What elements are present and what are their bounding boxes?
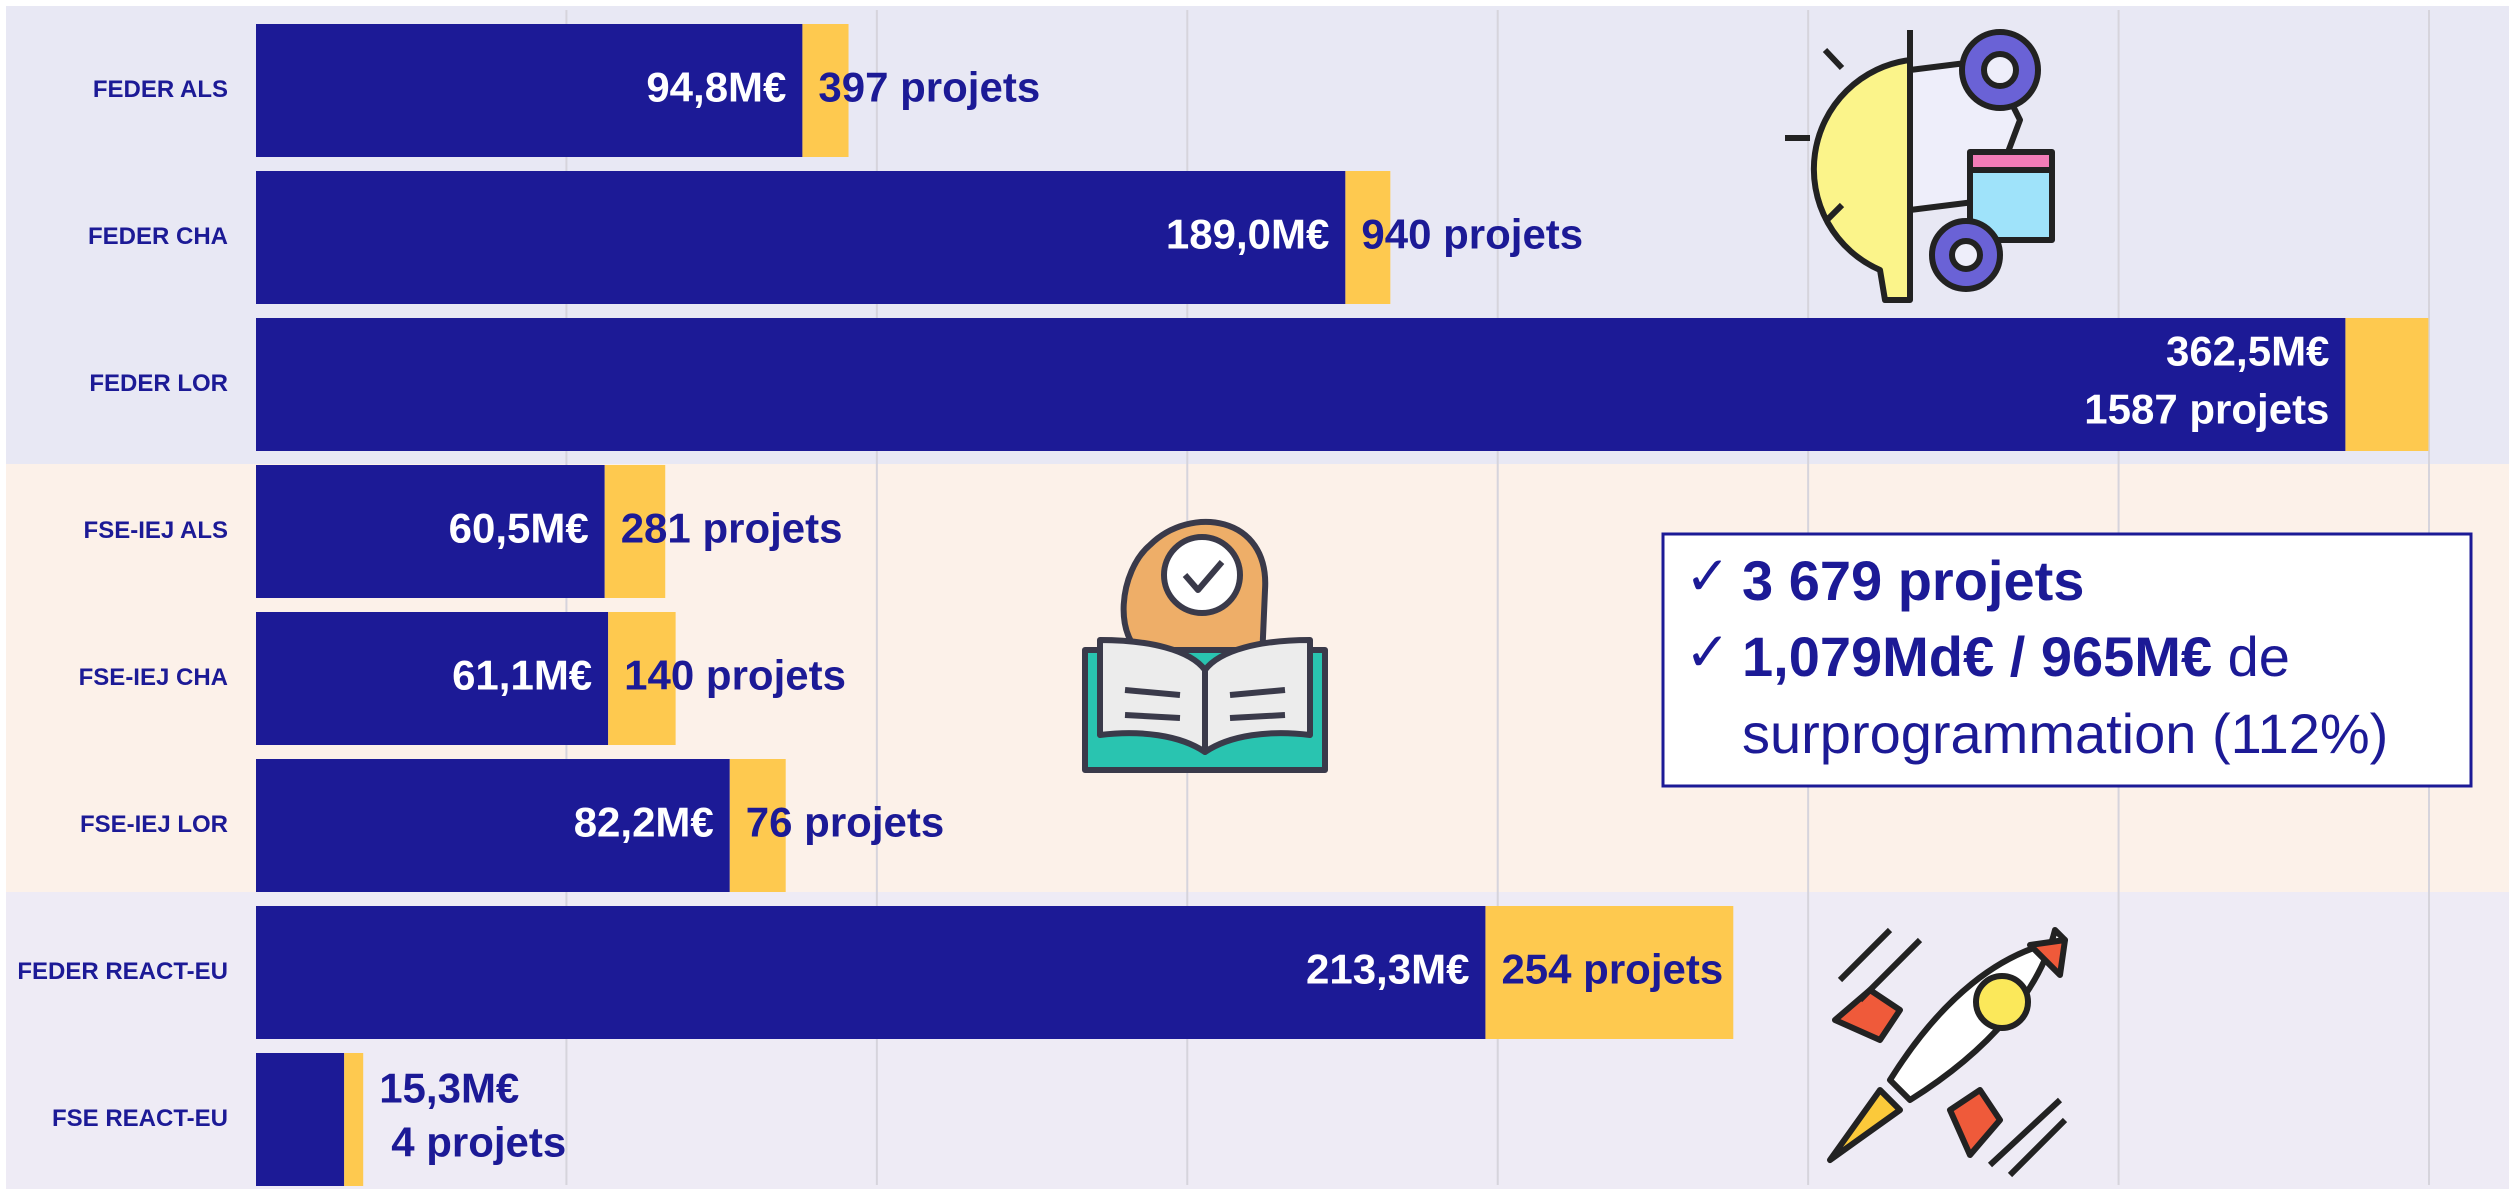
summary-normal: de <box>2212 625 2290 688</box>
check: ✓ <box>1685 546 1730 606</box>
summary-line: 3 679 projets <box>1742 549 2084 612</box>
value-label: 15,3M€ <box>379 1065 519 1112</box>
summary-line: surprogrammation (112%) <box>1742 702 2388 765</box>
bar-segment <box>2345 318 2428 451</box>
project-label: 140 projets <box>624 652 846 699</box>
summary-line: 1,079Md€ / 965M€ de <box>1742 625 2290 688</box>
check: ✓ <box>1685 622 1730 682</box>
project-label: 397 projets <box>818 64 1040 111</box>
category-label: FSE-IEJ ALS <box>84 517 228 544</box>
value-label: 189,0M€ <box>1166 211 1329 258</box>
value-label: 362,5M€ <box>2166 328 2329 375</box>
summary-bold: 1,079Md€ / 965M€ <box>1742 625 2212 688</box>
chart: FEDER ALS 94,8M€ 397 projets FEDER CHA 189,0… <box>0 0 2509 1189</box>
category-label: FSE REACT-EU <box>52 1105 228 1132</box>
project-label: 76 projets <box>746 799 944 846</box>
project-label: 281 projets <box>621 505 843 552</box>
value-label: 94,8M€ <box>646 64 786 111</box>
category-label: FEDER LOR <box>89 370 228 397</box>
project-label: 940 projets <box>1361 211 1583 258</box>
value-label: 213,3M€ <box>1306 946 1469 993</box>
bar-segment <box>256 1053 344 1186</box>
bar-segment <box>344 1053 363 1186</box>
project-label: 1587 projets <box>2084 386 2329 433</box>
category-label: FEDER ALS <box>93 76 228 103</box>
category-label: FEDER REACT-EU <box>17 958 228 985</box>
category-label: FSE-IEJ LOR <box>80 811 228 838</box>
value-label: 82,2M€ <box>574 799 714 846</box>
bar-segment <box>256 318 2345 451</box>
project-label: 254 projets <box>1501 946 1723 993</box>
value-label: 61,1M€ <box>452 652 592 699</box>
project-label: 4 projets <box>391 1119 566 1166</box>
category-label: FSE-IEJ CHA <box>79 664 228 691</box>
category-label: FEDER CHA <box>88 223 228 250</box>
value-label: 60,5M€ <box>449 505 589 552</box>
bar-segment <box>256 906 1485 1039</box>
